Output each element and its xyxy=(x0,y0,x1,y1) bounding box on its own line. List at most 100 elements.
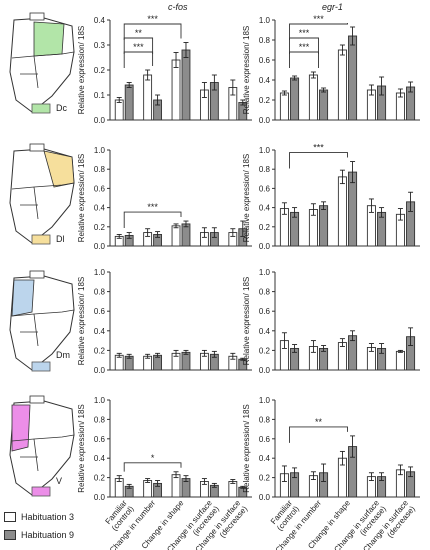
brain-schematic-dl xyxy=(9,143,75,245)
y-tick-label: 0.4 xyxy=(259,204,271,213)
chart-egr-1-v: 0.0 0.2 0.4 0.6 0.8 1.0 Relative expression/ 1… xyxy=(242,396,420,550)
brain-subdivisions xyxy=(11,309,75,347)
brain-schematic-v xyxy=(9,395,75,497)
significance-bracket xyxy=(289,37,319,54)
title-cfos: c-fos xyxy=(168,2,188,12)
y-axis-label: Relative expression/ 18S xyxy=(242,277,251,366)
y-tick-label: 0.8 xyxy=(94,288,106,297)
brain-schematic-dm xyxy=(9,270,75,372)
significance-label: *** xyxy=(147,202,158,212)
significance-label: * xyxy=(151,453,155,463)
y-tick-label: 0.8 xyxy=(94,415,106,424)
significance-label: *** xyxy=(313,143,324,153)
significance-label: ** xyxy=(315,417,323,427)
brain-top-notch xyxy=(29,143,45,152)
y-tick-label: 1.0 xyxy=(94,146,106,155)
significance-bracket xyxy=(289,426,348,443)
y-tick-label: 1.0 xyxy=(259,16,271,25)
brain-region-dm xyxy=(11,279,35,317)
y-tick-label: 0.0 xyxy=(94,242,106,251)
bar-habituation-9 xyxy=(124,84,134,121)
y-tick-label: 0.0 xyxy=(259,493,271,502)
bar-habituation-3 xyxy=(337,49,347,121)
region-label-v: V xyxy=(56,476,63,486)
chart-c-fos-dc: 0.0 0.1 0.2 0.3 0.4 Relative expression/ 18S *… xyxy=(77,14,252,125)
y-tick-label: 1.0 xyxy=(94,268,106,277)
region-label-dl: Dl xyxy=(56,234,65,244)
y-tick-label: 0.6 xyxy=(94,184,106,193)
bar-habituation-9 xyxy=(319,205,329,247)
y-tick-label: 0.6 xyxy=(94,307,106,316)
significance-label: *** xyxy=(299,42,310,52)
significance-label: *** xyxy=(313,14,324,24)
y-tick-label: 0.2 xyxy=(94,223,106,232)
y-tick-label: 0.8 xyxy=(259,165,271,174)
bar-habituation-3 xyxy=(337,176,347,247)
y-tick-label: 0.6 xyxy=(259,56,271,65)
bar-habituation-3 xyxy=(171,225,181,247)
y-tick-label: 0.4 xyxy=(94,204,106,213)
legend-swatch-white xyxy=(4,512,16,522)
chart-c-fos-dm: 0.0 0.2 0.4 0.6 0.8 1.0 Relative expression/ 1… xyxy=(77,268,252,375)
y-axis-label: Relative expression/ 18S xyxy=(77,404,86,493)
y-tick-label: 0.2 xyxy=(259,474,271,483)
y-tick-label: 0.2 xyxy=(94,474,106,483)
region-color-swatch xyxy=(31,234,51,245)
significance-label: *** xyxy=(299,28,310,38)
bar-habituation-9 xyxy=(290,77,300,121)
chart-egr-1-dc: 0.0 0.2 0.4 0.6 0.8 1.0 Relative expression/ 1… xyxy=(242,14,420,125)
y-tick-label: 0.2 xyxy=(259,96,271,105)
bar-habituation-3 xyxy=(395,350,405,371)
y-tick-label: 0.0 xyxy=(94,493,106,502)
y-tick-label: 0.4 xyxy=(94,16,106,25)
y-tick-label: 0.2 xyxy=(94,346,106,355)
chart-egr-1-dm: 0.0 0.2 0.4 0.6 0.8 1.0 Relative expression/ 1… xyxy=(242,268,420,375)
y-tick-label: 0.6 xyxy=(259,307,271,316)
bar-habituation-3 xyxy=(308,74,318,121)
brain-subdivisions xyxy=(11,434,75,472)
y-tick-label: 0.0 xyxy=(259,366,271,375)
y-tick-label: 0.0 xyxy=(94,116,106,125)
chart-c-fos-v: 0.0 0.2 0.4 0.6 0.8 1.0 Relative expression/ 1… xyxy=(77,396,252,550)
y-tick-label: 0.8 xyxy=(259,415,271,424)
y-tick-label: 0.4 xyxy=(259,327,271,336)
bar-habituation-3 xyxy=(143,480,153,498)
y-axis-label: Relative expression/ 18S xyxy=(77,26,86,115)
y-tick-label: 0.2 xyxy=(259,223,271,232)
region-color-swatch xyxy=(31,103,51,114)
bar-habituation-9 xyxy=(181,49,191,121)
significance-label: *** xyxy=(133,42,144,52)
brain-region-v xyxy=(11,404,31,452)
region-color-swatch xyxy=(31,361,51,372)
significance-bracket xyxy=(123,462,182,472)
y-tick-label: 1.0 xyxy=(259,396,271,405)
region-label-dc: Dc xyxy=(56,103,67,113)
bar-habituation-9 xyxy=(181,351,191,371)
y-tick-label: 0.4 xyxy=(94,327,106,336)
significance-bracket xyxy=(289,152,348,169)
bar-habituation-3 xyxy=(279,92,289,121)
significance-bracket xyxy=(123,51,154,68)
y-tick-label: 0.6 xyxy=(259,435,271,444)
bar-habituation-3 xyxy=(171,59,181,121)
significance-bracket xyxy=(123,211,182,229)
legend-item-habituation-3: Habituation 3 xyxy=(4,512,74,522)
significance-bracket xyxy=(289,23,348,40)
y-tick-label: 1.0 xyxy=(94,396,106,405)
brain-top-notch xyxy=(29,12,45,21)
y-tick-label: 0.4 xyxy=(259,454,271,463)
y-axis-label: Relative expression/ 18S xyxy=(77,277,86,366)
brain-subdivisions xyxy=(11,182,75,220)
y-tick-label: 0.4 xyxy=(259,76,271,85)
y-tick-label: 0.2 xyxy=(94,66,106,75)
y-tick-label: 0.8 xyxy=(94,165,106,174)
region-label-dm: Dm xyxy=(56,350,70,360)
significance-bracket xyxy=(123,37,154,54)
significance-bracket xyxy=(123,23,182,40)
bar-habituation-9 xyxy=(348,171,358,247)
brain-schematic-dc xyxy=(9,12,75,114)
significance-label: ** xyxy=(135,28,143,38)
legend-swatch-grey xyxy=(4,530,16,540)
chart-egr-1-dl: 0.0 0.2 0.4 0.6 0.8 1.0 Relative expression/ 1… xyxy=(242,143,420,251)
